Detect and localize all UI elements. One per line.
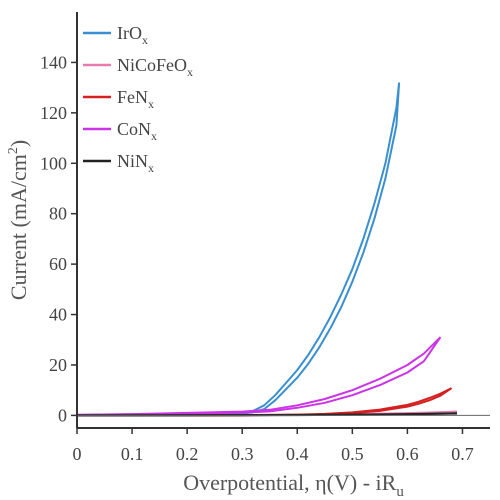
y-axis-title-end: )	[6, 140, 31, 147]
y-tick-label: 60	[49, 254, 67, 274]
x-axis-title: Overpotential, η(V) - iRu	[183, 470, 404, 500]
x-tick-label: 0.6	[396, 444, 419, 464]
y-tick-label: 140	[40, 52, 67, 72]
y-axis-title-main: Current (mA/cm	[6, 154, 31, 300]
x-tick-label: 0.1	[121, 444, 144, 464]
x-tick-label: 0	[73, 444, 82, 464]
x-axis-title-main: Overpotential, η(V) - iR	[183, 470, 396, 495]
legend-label-nicofeo: NiCoFeOx	[117, 55, 193, 79]
x-tick-label: 0.3	[231, 444, 254, 464]
x-tick-label: 0.2	[176, 444, 199, 464]
x-axis-title-sub: u	[396, 484, 404, 500]
ticks-layer: 0 20 40 60 80 100 120 140 0 0.1 0.2 0.3 0.4 0.5 0.6 0.7	[40, 52, 474, 464]
y-tick-label: 40	[49, 305, 67, 325]
y-tick-label: 120	[40, 103, 67, 123]
y-tick-label: 80	[49, 204, 67, 224]
x-tick-label: 0.4	[286, 444, 309, 464]
x-tick-label: 0.7	[451, 444, 474, 464]
y-axis-title: Current (mA/cm2)	[6, 140, 31, 300]
legend-label-fen: FeNx	[117, 87, 154, 111]
series-line-con	[76, 336, 442, 416]
series-line-con-return	[76, 336, 442, 416]
y-axis-title-sup: 2	[6, 147, 21, 154]
y-tick-label: 0	[58, 405, 67, 425]
legend-label-nin: NiNx	[117, 151, 154, 175]
legend-label-con: CoNx	[117, 119, 157, 143]
y-tick-label: 100	[40, 153, 67, 173]
legend: IrOx NiCoFeOx FeNx CoNx NiNx	[83, 23, 193, 175]
legend-label-iro: IrOx	[117, 23, 148, 47]
x-tick-label: 0.5	[341, 444, 364, 464]
y-tick-label: 20	[49, 355, 67, 375]
